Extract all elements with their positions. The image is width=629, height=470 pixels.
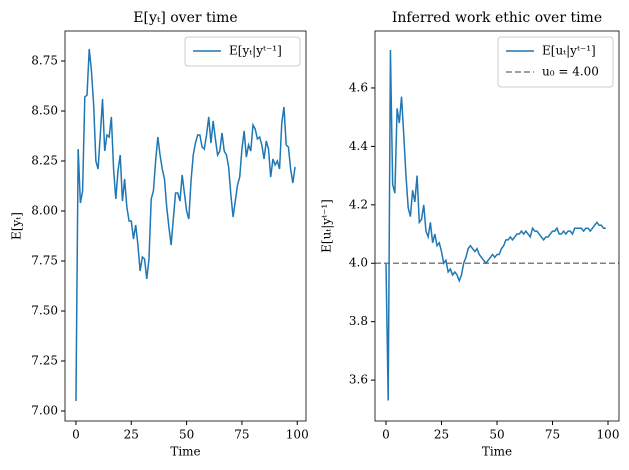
y-tick-label: 4.4 [349,139,368,153]
subplot: Inferred work ethic over time Time E[uₜ|yᵗ… [320,10,620,459]
x-axis-label: Time [170,445,200,459]
y-tick-label: 7.75 [31,254,58,268]
subplot: E[yₜ] over time Time E[yₜ] 0 25 50 75 100 7.00 7.… [10,10,309,459]
y-tick-label: 8.25 [31,154,58,168]
x-tick-label: 75 [234,428,249,442]
y-tick-label: 4.0 [349,256,368,270]
y-tick-label: 4.6 [349,80,368,94]
x-tick-label: 0 [382,428,390,442]
x-tick-label: 50 [179,428,194,442]
series-line [75,48,296,402]
x-tick-label: 75 [545,428,560,442]
y-tick-label: 8.50 [31,104,58,118]
legend-label: E[yₜ|yᵗ⁻¹] [229,44,282,58]
x-tick-label: 25 [124,428,139,442]
x-tick-label: 0 [72,428,80,442]
y-axis-label: E[uₜ|yᵗ⁻¹] [320,199,334,253]
plot-frame [374,30,620,422]
y-axis-label: E[yₜ] [10,212,24,240]
y-tick-label: 3.8 [349,314,368,328]
y-tick-label: 7.00 [31,404,58,418]
series-line [385,49,606,401]
legend-box [497,36,614,88]
y-tick-label: 7.25 [31,354,58,368]
subplot-title: Inferred work ethic over time [392,10,602,26]
legend: E[uₜ|yᵗ⁻¹] u₀ = 4.00 [497,36,614,88]
legend: E[yₜ|yᵗ⁻¹] [184,36,301,67]
subplot-title: E[yₜ] over time [133,10,237,26]
plot-frame [64,30,307,422]
y-tick-label: 3.6 [349,373,368,387]
x-tick-label: 50 [489,428,504,442]
x-tick-label: 100 [597,428,620,442]
y-tick-label: 4.2 [349,197,368,211]
x-axis-label: Time [482,445,512,459]
legend-label: u₀ = 4.00 [542,65,599,79]
legend-label: E[uₜ|yᵗ⁻¹] [542,44,596,58]
x-tick-label: 100 [286,428,309,442]
y-tick-label: 8.00 [31,204,58,218]
y-tick-label: 7.50 [31,304,58,318]
x-tick-label: 25 [434,428,449,442]
y-tick-label: 8.75 [31,54,58,68]
legend-box [184,36,301,67]
